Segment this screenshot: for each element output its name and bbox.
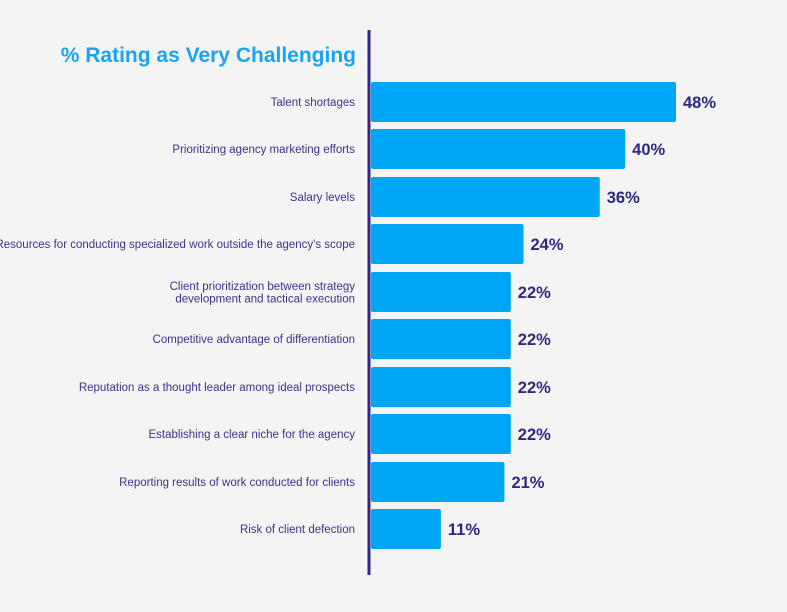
category-label-9: Reporting results of work conducted for … <box>119 477 355 489</box>
value-label-3: 36% <box>607 189 640 207</box>
value-label-9: 21% <box>511 474 544 492</box>
category-label-1: Talent shortages <box>271 97 356 109</box>
category-label-line: Client prioritization between strategy <box>170 281 356 293</box>
category-label-line: Risk of client defection <box>240 524 355 536</box>
bar-8 <box>371 414 511 454</box>
category-label-line: Salary levels <box>290 192 355 204</box>
category-label-4: Resources for conducting specialized wor… <box>0 239 355 251</box>
value-label-6: 22% <box>518 331 551 349</box>
bar-9 <box>371 462 505 502</box>
category-label-8: Establishing a clear niche for the agenc… <box>149 429 356 441</box>
bar-2 <box>371 129 626 169</box>
value-label-5: 22% <box>518 284 551 302</box>
category-label-line: Resources for conducting specialized wor… <box>0 239 355 251</box>
value-label-7: 22% <box>518 379 551 397</box>
category-label-7: Reputation as a thought leader among ide… <box>79 382 355 394</box>
value-label-4: 24% <box>531 236 564 254</box>
value-label-1: 48% <box>683 94 716 112</box>
category-label-line: Establishing a clear niche for the agenc… <box>149 429 356 441</box>
value-label-10: 11% <box>448 521 480 539</box>
value-label-8: 22% <box>518 426 551 444</box>
bar-7 <box>371 367 511 407</box>
value-label-2: 40% <box>632 141 665 159</box>
chart-title: % Rating as Very Challenging <box>61 44 356 67</box>
category-label-line: Competitive advantage of differentiation <box>153 334 355 346</box>
category-label-10: Risk of client defection <box>240 524 355 536</box>
bar-5 <box>371 272 511 312</box>
category-label-line: Talent shortages <box>271 97 356 109</box>
bar-1 <box>371 82 676 122</box>
category-label-line: Prioritizing agency marketing efforts <box>172 144 355 156</box>
category-label-3: Salary levels <box>290 192 355 204</box>
category-label-line: Reporting results of work conducted for … <box>119 477 355 489</box>
bar-10 <box>371 509 441 549</box>
bar-6 <box>371 319 511 359</box>
category-label-6: Competitive advantage of differentiation <box>153 334 355 346</box>
category-label-5: Client prioritization between strategy de… <box>170 281 356 306</box>
category-label-line: Reputation as a thought leader among ide… <box>79 382 355 394</box>
bar-4 <box>371 224 524 264</box>
category-label-line: development and tactical execution <box>175 293 355 305</box>
bar-3 <box>371 177 600 217</box>
category-label-2: Prioritizing agency marketing efforts <box>172 144 355 156</box>
bars-layer: 48% Talent shortages 40% Prioritizing agenc… <box>0 82 716 549</box>
